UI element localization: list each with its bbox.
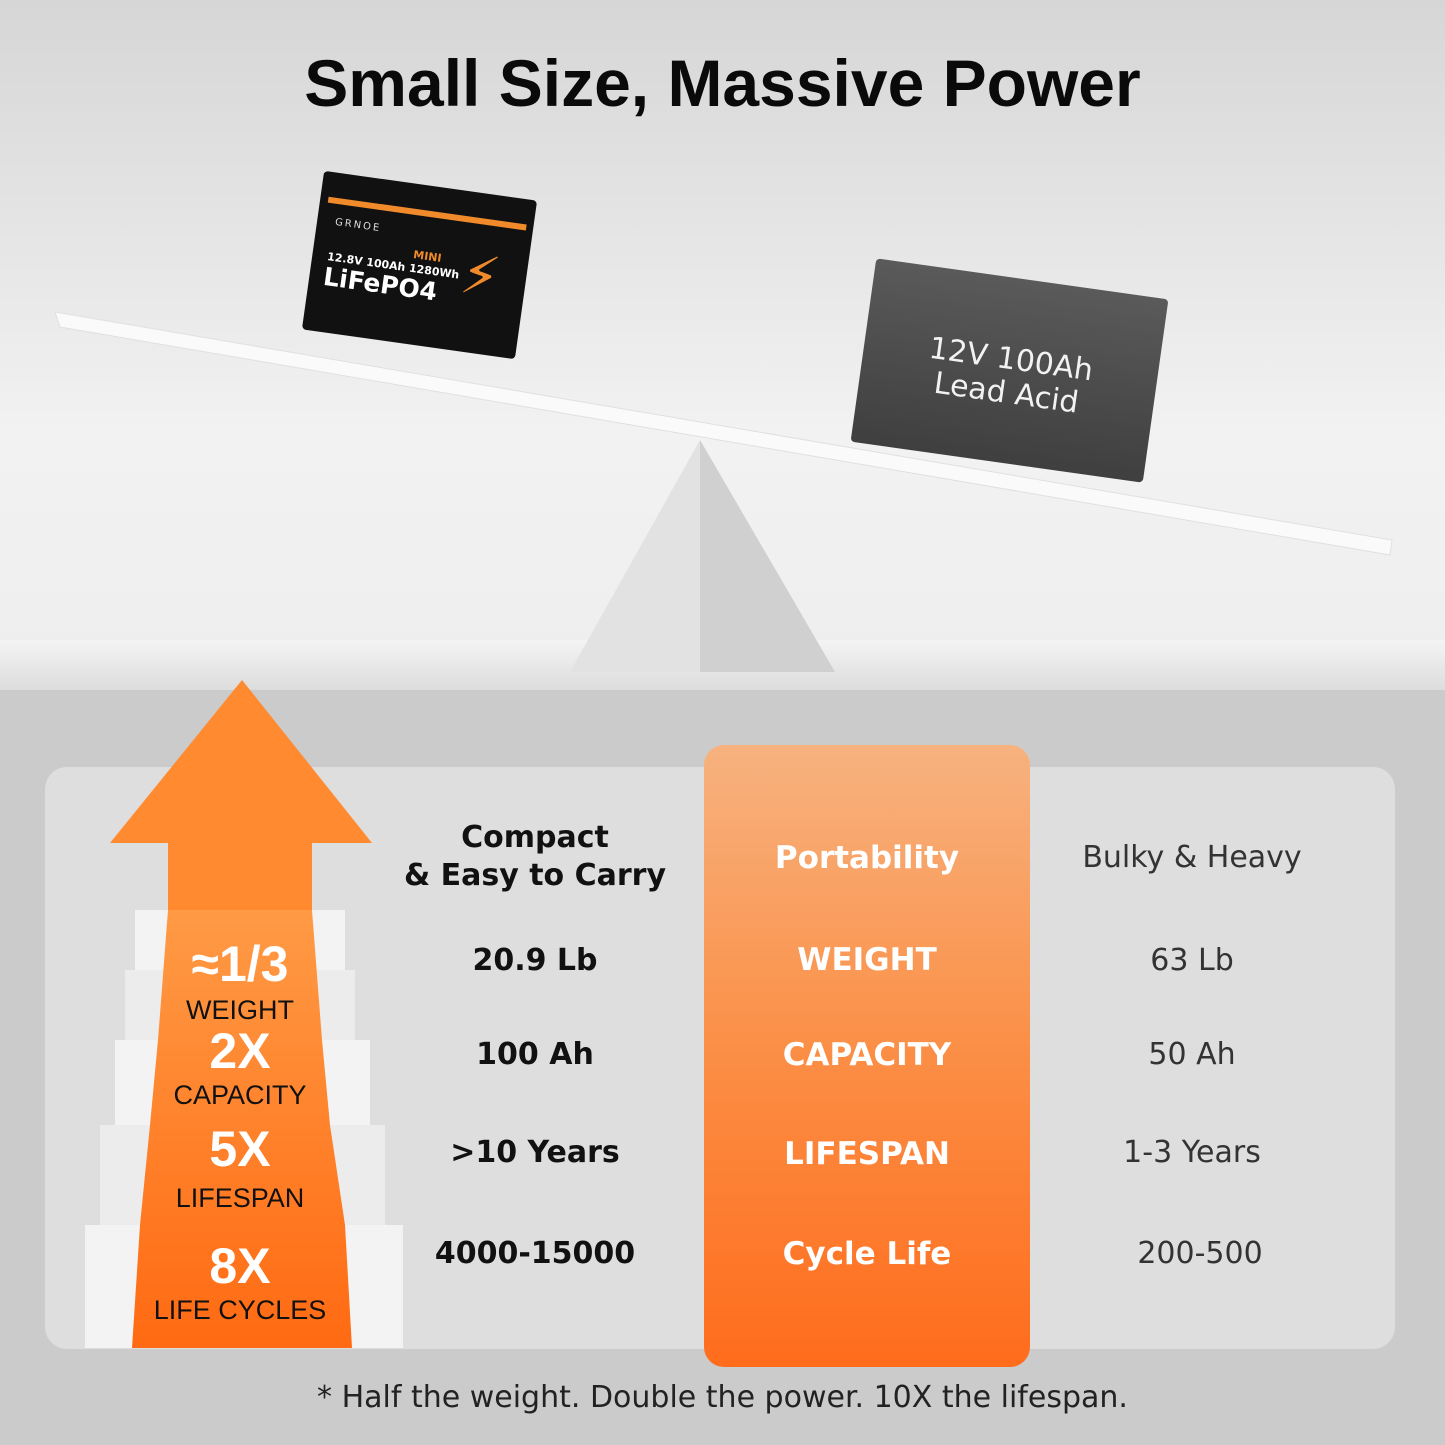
seesaw-board	[54, 311, 1393, 556]
stair-value: 2X	[209, 1023, 271, 1079]
seesaw-fulcrum-shade	[700, 440, 835, 672]
stair-label: LIFE CYCLES	[153, 1295, 327, 1325]
lightning-icon: ⚡	[456, 241, 505, 310]
stair-label: LIFESPAN	[175, 1183, 305, 1213]
stair-label: WEIGHT	[186, 995, 294, 1025]
stair-value: 8X	[209, 1238, 271, 1294]
feature-column	[704, 745, 1030, 1367]
lifepo4-cycle-life: 4000-15000	[434, 1236, 636, 1271]
lifepo4-weight: 20.9 Lb	[472, 943, 598, 978]
feature-weight: WEIGHT	[797, 942, 937, 978]
footnote: * Half the weight. Double the power. 10X…	[317, 1380, 1128, 1415]
lifepo4-lifespan: >10 Years	[450, 1135, 620, 1170]
lead-acid-capacity: 50 Ah	[1148, 1037, 1236, 1072]
feature-portability: Portability	[774, 840, 960, 876]
feature-lifespan: LIFESPAN	[784, 1136, 950, 1172]
battery-brand: GRNOE	[334, 216, 382, 235]
lead-acid-lifespan: 1-3 Years	[1123, 1135, 1261, 1170]
lifepo4-portability: Compact & Easy to Carry	[403, 820, 667, 893]
stair-value: 5X	[209, 1121, 271, 1177]
stair-value: ≈1/3	[191, 936, 289, 992]
lifepo4-battery: GRNOE MINI 12.8V 100Ah 1280Wh LiFePO4 ⚡	[301, 170, 538, 360]
page-title: Small Size, Massive Power	[304, 46, 1141, 120]
seesaw	[54, 311, 1393, 672]
lifepo4-capacity: 100 Ah	[476, 1037, 594, 1072]
lead-acid-portability: Bulky & Heavy	[1082, 840, 1302, 875]
stair-label: CAPACITY	[173, 1080, 307, 1110]
lead-acid-weight: 63 Lb	[1150, 943, 1234, 978]
lead-acid-cycle-life: 200-500	[1137, 1236, 1263, 1271]
feature-capacity: CAPACITY	[782, 1037, 952, 1073]
feature-cycle-life: Cycle Life	[782, 1236, 952, 1272]
